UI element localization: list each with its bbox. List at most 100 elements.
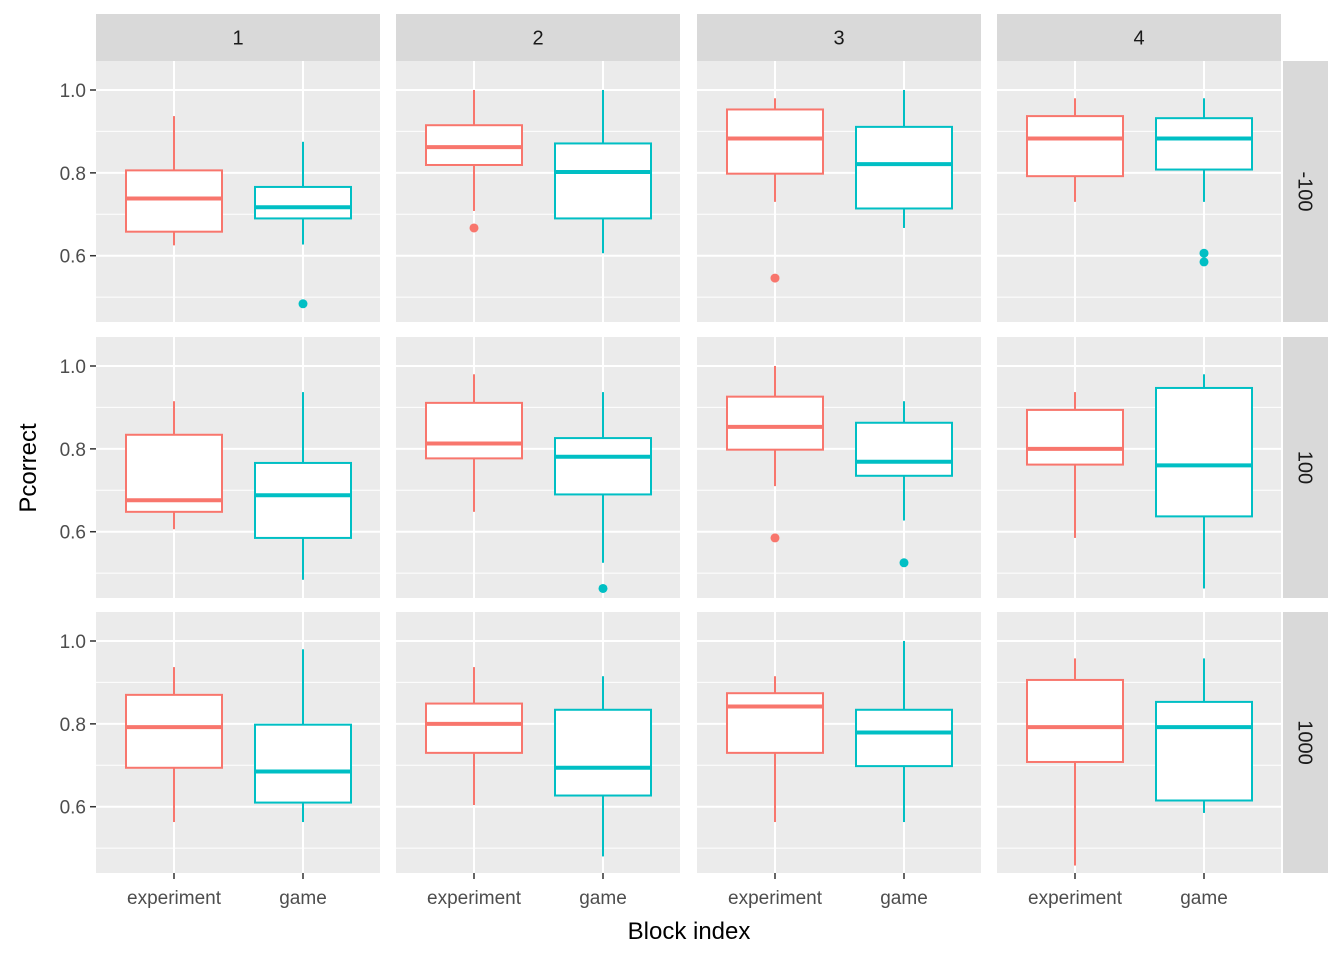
y-tick-label: 0.8 bbox=[60, 440, 86, 461]
box-experiment bbox=[726, 98, 824, 283]
row-strip-label: -100 bbox=[1294, 171, 1316, 211]
facet-panel bbox=[997, 61, 1281, 322]
col-strip-bg bbox=[997, 14, 1281, 61]
outlier-point bbox=[469, 223, 479, 233]
box-experiment bbox=[1026, 98, 1124, 202]
facet-panel bbox=[396, 612, 680, 873]
outlier-point bbox=[1199, 257, 1209, 267]
col-strip-label: 2 bbox=[532, 28, 543, 50]
facet-panel bbox=[396, 61, 680, 322]
y-tick-label: 1.0 bbox=[60, 81, 86, 102]
box-game bbox=[254, 392, 352, 580]
y-tick-label: 0.8 bbox=[60, 164, 86, 185]
column-facet-strips: 1 2 3 4 bbox=[96, 14, 1281, 61]
col-strip-label: 4 bbox=[1133, 28, 1144, 50]
x-tick-label: experiment bbox=[728, 888, 823, 909]
row-strip-bg bbox=[1283, 612, 1328, 873]
box-body bbox=[425, 702, 523, 754]
facet-panel bbox=[697, 337, 981, 598]
x-tick-label: experiment bbox=[427, 888, 522, 909]
row-strip-bg bbox=[1283, 61, 1328, 322]
y-tick-label: 0.6 bbox=[60, 247, 86, 268]
box-body bbox=[554, 437, 652, 496]
x-tick-label: game bbox=[279, 888, 327, 909]
box-body bbox=[125, 169, 223, 233]
box-body bbox=[726, 692, 824, 754]
x-tick-label: experiment bbox=[1028, 888, 1123, 909]
x-axis-title: Block index bbox=[628, 918, 751, 945]
facet-panels bbox=[96, 61, 1281, 873]
box-game bbox=[1155, 658, 1253, 813]
box-body bbox=[425, 124, 523, 166]
y-tick-label: 0.6 bbox=[60, 798, 86, 819]
row-strip-label: 1000 bbox=[1294, 720, 1316, 765]
box-experiment bbox=[125, 116, 223, 246]
y-axes: 0.6 0.8 1.0 0.6 0.8 1.0 0.6 0.8 1.0 bbox=[60, 81, 96, 819]
box-body bbox=[726, 108, 824, 175]
row-strip-bg bbox=[1283, 337, 1328, 598]
box-body bbox=[554, 142, 652, 220]
box-game bbox=[855, 90, 953, 228]
box-body bbox=[1026, 678, 1124, 763]
box-experiment bbox=[125, 667, 223, 823]
box-experiment bbox=[1026, 392, 1124, 538]
box-body bbox=[254, 461, 352, 539]
facet-panel bbox=[96, 612, 380, 873]
facet-panel bbox=[997, 337, 1281, 598]
outlier-point bbox=[598, 583, 608, 593]
facet-panel bbox=[697, 61, 981, 322]
col-strip-bg bbox=[396, 14, 680, 61]
outlier-point bbox=[1199, 248, 1209, 258]
box-body bbox=[1026, 115, 1124, 178]
box-body bbox=[1026, 408, 1124, 466]
outlier-point bbox=[770, 273, 780, 283]
box-body bbox=[855, 125, 953, 210]
y-tick-label: 1.0 bbox=[60, 357, 86, 378]
outlier-point bbox=[899, 558, 909, 568]
facet-panel bbox=[997, 612, 1281, 873]
x-tick-label: game bbox=[880, 888, 928, 909]
panel-background bbox=[997, 61, 1281, 322]
box-body bbox=[1155, 386, 1253, 518]
facet-panel bbox=[697, 612, 981, 873]
box-game bbox=[554, 676, 652, 857]
box-body bbox=[855, 708, 953, 768]
box-body bbox=[254, 723, 352, 804]
box-experiment bbox=[125, 401, 223, 530]
box-game bbox=[554, 392, 652, 593]
facet-panel bbox=[96, 337, 380, 598]
box-game bbox=[855, 641, 953, 823]
outlier-point bbox=[770, 533, 780, 543]
box-body bbox=[855, 421, 953, 477]
box-body bbox=[254, 185, 352, 220]
box-body bbox=[1155, 700, 1253, 802]
box-body bbox=[125, 693, 223, 769]
box-body bbox=[425, 401, 523, 460]
facet-panel bbox=[396, 337, 680, 598]
box-game bbox=[1155, 374, 1253, 589]
x-tick-label: experiment bbox=[127, 888, 222, 909]
box-experiment bbox=[1026, 658, 1124, 866]
col-strip-bg bbox=[96, 14, 380, 61]
x-tick-label: game bbox=[579, 888, 627, 909]
box-game bbox=[554, 90, 652, 254]
facet-panel bbox=[96, 61, 380, 322]
box-experiment bbox=[425, 667, 523, 806]
y-axis-title: Pcorrect bbox=[15, 423, 42, 513]
box-experiment bbox=[425, 90, 523, 233]
box-game bbox=[254, 649, 352, 823]
box-experiment bbox=[726, 366, 824, 543]
outlier-point bbox=[298, 299, 308, 309]
y-tick-label: 0.6 bbox=[60, 523, 86, 544]
box-game bbox=[254, 141, 352, 309]
y-tick-label: 0.8 bbox=[60, 715, 86, 736]
col-strip-label: 3 bbox=[833, 28, 844, 50]
box-body bbox=[1155, 117, 1253, 171]
x-axes: experiment game experiment game experiment ga… bbox=[127, 873, 1228, 909]
row-facet-strips: -100 100 1000 bbox=[1283, 61, 1328, 873]
box-game bbox=[855, 401, 953, 568]
y-tick-label: 1.0 bbox=[60, 632, 86, 653]
box-body bbox=[726, 395, 824, 451]
box-experiment bbox=[726, 676, 824, 823]
